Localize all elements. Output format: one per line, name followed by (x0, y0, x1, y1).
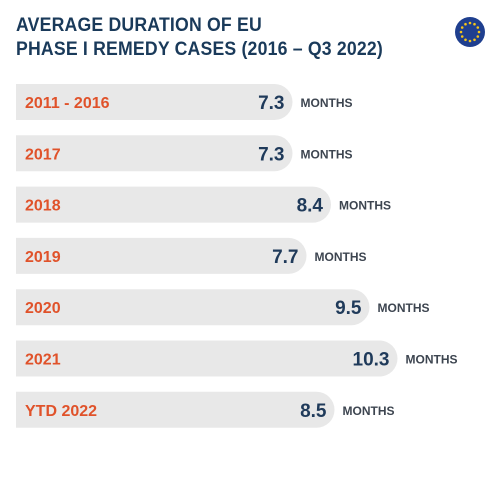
unit-label: MONTHS (301, 147, 353, 161)
title-line-1: AVERAGE DURATION OF EU (16, 15, 262, 36)
value-label: 7.3 (258, 93, 284, 114)
value-label: 9.5 (335, 298, 362, 319)
unit-label: MONTHS (378, 301, 430, 315)
value-label: 7.7 (272, 247, 298, 268)
unit-label: MONTHS (339, 199, 391, 213)
unit-label: MONTHS (343, 404, 395, 418)
title-line-2: PHASE I REMEDY CASES (2016 – Q3 2022) (16, 39, 383, 60)
value-label: 10.3 (353, 350, 390, 371)
eu-flag-star (468, 39, 472, 43)
eu-flag-star (476, 26, 480, 29)
category-label: YTD 2022 (25, 403, 97, 420)
eu-flag-star (464, 38, 467, 42)
category-label: 2020 (25, 300, 61, 317)
unit-label: MONTHS (406, 353, 458, 367)
unit-label: MONTHS (301, 96, 353, 110)
eu-flag-star (460, 26, 464, 29)
bar (16, 391, 335, 428)
eu-flag-star (460, 35, 464, 38)
eu-flag-star (473, 38, 476, 42)
value-label: 8.4 (297, 196, 324, 217)
category-label: 2019 (25, 249, 61, 266)
category-label: 2017 (25, 146, 61, 163)
eu-flag-star (476, 35, 480, 38)
bar (16, 84, 293, 120)
eu-flag-star (468, 21, 472, 25)
eu-flag-star (473, 22, 476, 26)
value-label: 8.5 (300, 401, 327, 422)
eu-flag-icon (455, 17, 485, 47)
bar (16, 237, 307, 274)
eu-flag-star (477, 30, 481, 34)
category-label: 2018 (25, 198, 61, 215)
eu-flag-star (464, 22, 467, 26)
category-label: 2011 - 2016 (25, 95, 110, 112)
category-label: 2021 (25, 352, 61, 369)
chart-title: AVERAGE DURATION OF EU PHASE I REMEDY CA… (16, 14, 407, 62)
value-label: 7.3 (258, 144, 284, 165)
bar (16, 186, 331, 223)
bar (16, 340, 398, 377)
unit-label: MONTHS (315, 250, 367, 264)
bar (16, 289, 370, 326)
bar (16, 135, 293, 172)
eu-flag-star (459, 30, 463, 34)
